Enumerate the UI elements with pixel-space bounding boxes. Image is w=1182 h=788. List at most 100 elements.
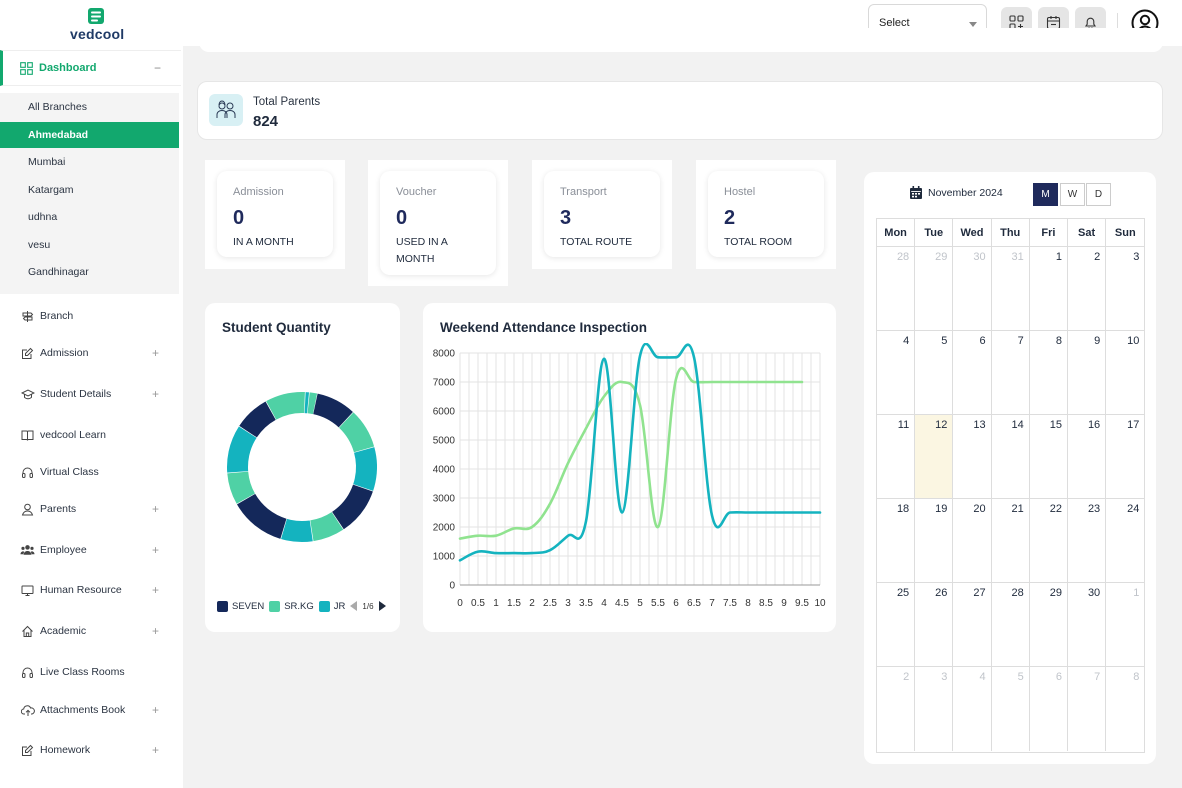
calendar-day-cell[interactable]: 8 xyxy=(1133,671,1140,683)
calendar-day-cell[interactable]: 9 xyxy=(1068,331,1107,415)
branch-item-vesu[interactable]: vesu xyxy=(28,239,51,251)
legend-prev-icon[interactable] xyxy=(350,601,358,611)
donut-segment[interactable] xyxy=(225,390,378,543)
sidebar-item-label: vedcool Learn xyxy=(40,429,106,441)
calendar-day-cell[interactable]: 14 xyxy=(991,415,1030,499)
x-tick-label: 9 xyxy=(781,598,787,609)
calendar-day-cell[interactable]: 5 xyxy=(992,667,1030,751)
sidebar-item-live-class-rooms[interactable]: Live Class Rooms xyxy=(0,658,179,686)
calendar-day-cell[interactable]: 4 xyxy=(877,331,916,415)
sidebar-item-attachments-book[interactable]: Attachments Book + xyxy=(0,696,179,724)
sidebar-item-student-details[interactable]: Student Details + xyxy=(0,380,179,408)
calendar-day-cell[interactable]: 2 xyxy=(877,667,916,751)
calendar-day-cell[interactable]: 5 xyxy=(915,331,954,415)
donut-segment[interactable] xyxy=(225,390,378,543)
donut-segment[interactable] xyxy=(225,390,378,543)
calendar-day-cell[interactable]: 27 xyxy=(953,583,992,667)
donut-segment[interactable] xyxy=(225,390,378,543)
calendar-day-cell[interactable]: 1 xyxy=(1106,583,1145,667)
legend-item[interactable]: SEVEN xyxy=(217,600,264,612)
calendar-day-cell[interactable]: 21 xyxy=(991,499,1030,583)
calendar-day-cell[interactable]: 28 xyxy=(877,247,916,331)
x-tick-label: 5.5 xyxy=(651,598,665,609)
sidebar-item-homework[interactable]: Homework + xyxy=(0,736,179,764)
donut-segment[interactable] xyxy=(225,390,378,543)
donut-segment[interactable] xyxy=(225,390,378,543)
calendar-day-cell[interactable]: 23 xyxy=(1068,499,1107,583)
branch-item-gandhinagar[interactable]: Gandhinagar xyxy=(28,266,89,278)
sidebar-item-admission[interactable]: Admission + xyxy=(0,339,179,367)
expand-icon[interactable]: + xyxy=(151,624,159,638)
expand-icon[interactable]: + xyxy=(151,502,159,516)
calendar-day-cell[interactable]: 29 xyxy=(1029,583,1068,667)
calendar-day-cell[interactable]: 22 xyxy=(1029,499,1068,583)
donut-segment[interactable] xyxy=(225,390,378,543)
series-line[interactable] xyxy=(458,343,822,562)
calendar-day-cell[interactable]: 24 xyxy=(1106,499,1145,583)
sidebar-item-dashboard[interactable]: Dashboard − xyxy=(0,50,181,86)
calendar-month-label: November 2024 xyxy=(928,186,1003,199)
calendar-day-cell[interactable]: 2 xyxy=(1068,247,1107,331)
day-view-button[interactable]: D xyxy=(1086,183,1111,206)
week-view-button[interactable]: W xyxy=(1060,183,1085,206)
donut-segment[interactable] xyxy=(225,390,378,543)
series-line[interactable] xyxy=(458,367,804,540)
calendar-day-cell[interactable]: 20 xyxy=(953,499,992,583)
expand-icon[interactable]: + xyxy=(151,743,159,757)
calendar-day-cell[interactable]: 6 xyxy=(1030,667,1068,751)
calendar-day-cell[interactable]: 12 xyxy=(915,415,954,499)
calendar-day-cell[interactable]: 16 xyxy=(1068,415,1107,499)
calendar-day-cell[interactable]: 19 xyxy=(915,499,954,583)
expand-icon[interactable]: + xyxy=(151,346,159,360)
sidebar-item-academic[interactable]: Academic + xyxy=(0,617,179,645)
calendar-day-cell[interactable]: 3 xyxy=(1106,247,1145,331)
calendar-day-cell[interactable]: 7 xyxy=(1068,667,1107,751)
sidebar-item-virtual-class[interactable]: Virtual Class xyxy=(0,458,179,486)
calendar-day-cell[interactable]: 30 xyxy=(953,247,992,331)
calendar-day-cell[interactable]: 7 xyxy=(991,331,1030,415)
expand-icon[interactable]: + xyxy=(151,387,159,401)
calendar-day-cell[interactable]: 3 xyxy=(915,667,954,751)
calendar-day-cell[interactable]: 13 xyxy=(953,415,992,499)
month-view-button[interactable]: M xyxy=(1033,183,1058,206)
calendar-day-cell[interactable]: 11 xyxy=(877,415,916,499)
donut-segment[interactable] xyxy=(225,390,378,543)
expand-icon[interactable]: + xyxy=(151,703,159,717)
sidebar-item-parents[interactable]: Parents + xyxy=(0,495,179,523)
branch-item-mumbai[interactable]: Mumbai xyxy=(28,156,66,168)
student-quantity-donut[interactable] xyxy=(224,389,380,545)
calendar-day-cell[interactable]: 31 xyxy=(991,247,1030,331)
calendar-day-cell[interactable]: 26 xyxy=(915,583,954,667)
calendar-day-cell[interactable]: 29 xyxy=(915,247,954,331)
branch-item-katargam[interactable]: Katargam xyxy=(28,184,74,196)
legend-item[interactable]: JR xyxy=(318,600,345,612)
expand-icon[interactable]: + xyxy=(151,583,159,597)
calendar-day-cell[interactable]: 1 xyxy=(1029,247,1068,331)
calendar-day-cell[interactable]: 17 xyxy=(1106,415,1145,499)
calendar-day-cell[interactable]: 4 xyxy=(953,667,992,751)
calendar-day-cell[interactable]: 25 xyxy=(877,583,916,667)
branch-item-all-branches[interactable]: All Branches xyxy=(28,101,87,113)
calendar-day-cell[interactable]: 15 xyxy=(1029,415,1068,499)
branch-item-ahmedabad[interactable]: Ahmedabad xyxy=(0,122,179,148)
calendar-day-cell[interactable]: 18 xyxy=(877,499,916,583)
donut-segment[interactable] xyxy=(225,390,378,543)
sidebar-item-human-resource[interactable]: Human Resource + xyxy=(0,576,179,604)
calendar-day-cell[interactable]: 28 xyxy=(991,583,1030,667)
vedcool-logo[interactable]: vedcool xyxy=(70,7,124,43)
sidebar-item-branch[interactable]: Branch xyxy=(0,302,179,330)
expand-icon[interactable]: + xyxy=(151,543,159,557)
donut-segment[interactable] xyxy=(225,390,378,543)
calendar-day-cell[interactable]: 10 xyxy=(1106,331,1145,415)
legend-next-icon[interactable] xyxy=(378,601,386,611)
collapse-icon[interactable]: − xyxy=(153,61,161,75)
calendar-day-cell[interactable]: 6 xyxy=(953,331,992,415)
branch-item-udhna[interactable]: udhna xyxy=(28,211,58,223)
sidebar-item-employee[interactable]: Employee + xyxy=(0,536,179,564)
calendar-day-cell[interactable]: 30 xyxy=(1068,583,1107,667)
donut-segment[interactable] xyxy=(225,390,378,543)
legend-item[interactable]: SR.KG xyxy=(269,600,314,612)
sidebar-item-vedcool-learn[interactable]: vedcool Learn xyxy=(0,421,179,449)
donut-segment[interactable] xyxy=(225,390,378,543)
calendar-day-cell[interactable]: 8 xyxy=(1029,331,1068,415)
